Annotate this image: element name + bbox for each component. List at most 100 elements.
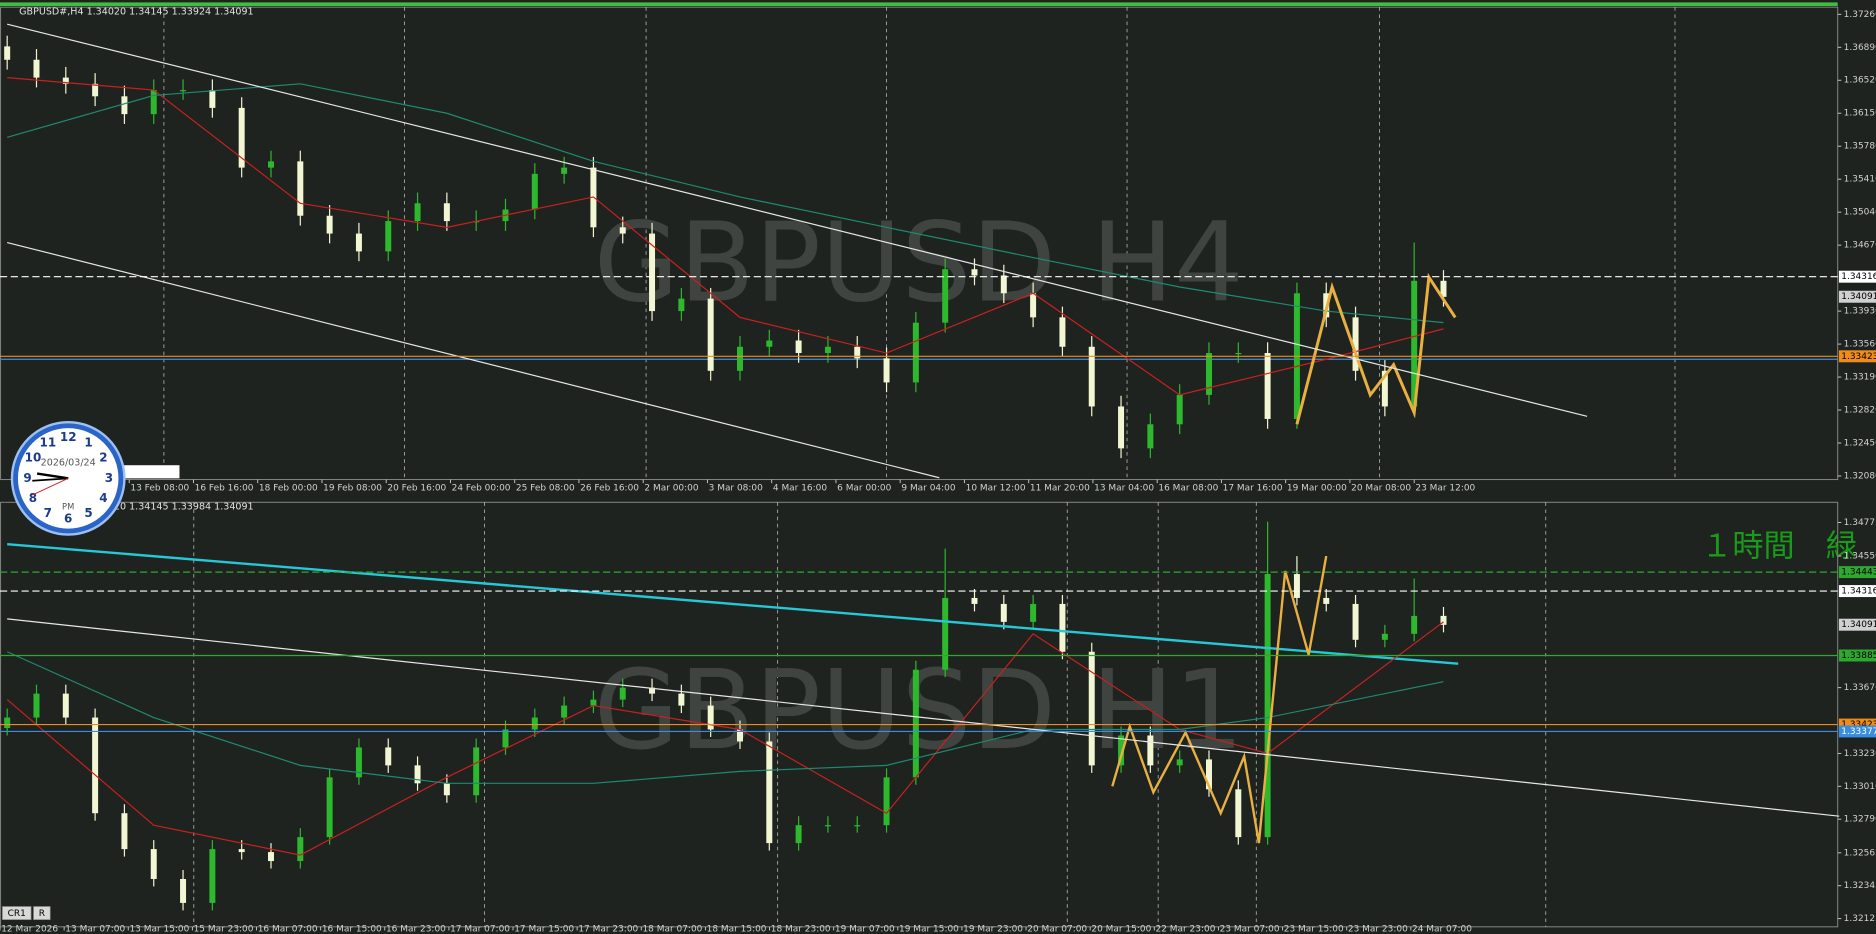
candle-body xyxy=(561,705,568,718)
chart-header: GBPUSD#,H4 1.34020 1.34145 1.33924 1.340… xyxy=(19,6,254,17)
y-tick-label: 1.33230 xyxy=(1844,749,1876,759)
x-tick-label: 13 Mar 07:00 xyxy=(65,925,125,934)
candle-body xyxy=(1206,352,1212,395)
candle-body xyxy=(414,765,421,784)
candle-body xyxy=(1323,597,1330,604)
candle-body xyxy=(1147,735,1154,766)
candle-body xyxy=(150,849,157,879)
candle-body xyxy=(942,269,949,323)
price-label-box xyxy=(1838,290,1876,303)
price-label: 1.33423 xyxy=(1841,720,1876,730)
candle-body xyxy=(766,340,773,347)
indicator-line xyxy=(1111,555,1328,844)
candle-body xyxy=(355,747,362,778)
y-tick-label: 1.33190 xyxy=(1844,373,1876,383)
candle-body xyxy=(238,849,245,853)
tab-button[interactable] xyxy=(33,906,51,921)
y-tick-label: 1.35780 xyxy=(1844,142,1876,152)
chart-pane: GBPUSD H4 GBPUSD#,H4 1.34020 1.34145 1.33… xyxy=(0,6,1876,493)
x-tick-label: 19 Feb 08:00 xyxy=(323,483,382,493)
x-tick-label: 10 Mar 12:00 xyxy=(966,483,1026,493)
price-label: 1.33885 xyxy=(1841,651,1876,661)
candle-body xyxy=(209,849,216,903)
price-label: 1.33377 xyxy=(1841,727,1876,737)
indicator-line xyxy=(7,77,1444,396)
candle-body xyxy=(854,346,861,359)
candle-body xyxy=(1235,352,1242,355)
candle-body xyxy=(121,813,128,850)
candle-body xyxy=(385,221,392,252)
candle-body xyxy=(766,741,773,844)
y-tick-label: 1.33670 xyxy=(1844,683,1876,693)
candle-body xyxy=(795,825,802,844)
pane-note: １時間 緑 xyxy=(1701,529,1857,565)
clock-numeral: 1 xyxy=(84,436,92,450)
x-tick-label: 16 Mar 08:00 xyxy=(1158,483,1218,493)
x-tick-label: 3 Mar 08:00 xyxy=(709,483,763,493)
y-tick-label: 1.32790 xyxy=(1844,815,1876,825)
x-tick-label: 24 Feb 00:00 xyxy=(452,483,511,493)
price-label: 1.34091 xyxy=(1841,620,1876,630)
x-tick-label: 20 Feb 16:00 xyxy=(387,483,446,493)
candle-body xyxy=(1352,317,1359,371)
x-tick-label: 18 Mar 15:00 xyxy=(707,925,767,934)
clock-numeral: 10 xyxy=(25,451,42,465)
tab-button[interactable] xyxy=(2,906,32,921)
active-bar xyxy=(0,2,1838,6)
candle-body xyxy=(297,837,304,862)
candle-body xyxy=(883,777,890,826)
tab-button-label[interactable]: CR1 xyxy=(8,909,26,919)
chart-header: GBPUSD#,H1 1.34020 1.34145 1.33984 1.340… xyxy=(19,502,254,513)
x-tick-label: 23 Mar 23:00 xyxy=(1348,925,1408,934)
price-label: 1.34316 xyxy=(1841,587,1876,597)
candle-body xyxy=(150,90,157,115)
candle-body xyxy=(942,597,949,670)
tab-button-label[interactable]: R xyxy=(39,909,45,919)
y-tick-label: 1.36890 xyxy=(1844,43,1876,53)
y-tick-label: 1.32565 xyxy=(1844,848,1876,858)
y-tick-label: 1.34550 xyxy=(1844,552,1876,562)
candle-body xyxy=(443,203,450,222)
x-tick-label: 18 Feb 00:00 xyxy=(259,483,318,493)
y-tick-label: 1.33560 xyxy=(1844,340,1876,350)
candle-body xyxy=(824,825,831,827)
candle-body xyxy=(1059,603,1066,652)
indicator-line xyxy=(6,621,1444,856)
candle-body xyxy=(326,777,333,838)
candle-body xyxy=(590,699,597,706)
pane-frame xyxy=(0,6,1839,481)
candle-body xyxy=(649,233,656,312)
y-tick-label: 1.32125 xyxy=(1844,914,1876,924)
candle-body xyxy=(531,173,538,210)
clock-numeral: 7 xyxy=(44,506,52,520)
candle-body xyxy=(1381,633,1388,640)
x-tick-label: 19 Mar 15:00 xyxy=(899,925,959,934)
x-tick-label: 24 Mar 07:00 xyxy=(1412,925,1472,934)
candle-body xyxy=(707,298,714,371)
y-tick-label: 1.34775 xyxy=(1844,518,1876,528)
x-tick-label: 19 Mar 07:00 xyxy=(835,925,895,934)
x-tick-label: 18 Mar 07:00 xyxy=(642,925,702,934)
candle-body xyxy=(92,83,99,97)
x-tick-label: 19 Mar 00:00 xyxy=(1287,483,1347,493)
candle-body xyxy=(649,687,656,694)
candle-body xyxy=(971,269,978,276)
candle-body xyxy=(678,693,685,706)
clock-numeral: 9 xyxy=(23,471,31,485)
candle-body xyxy=(1176,759,1183,766)
candle-body xyxy=(1440,615,1447,625)
y-tick-label: 1.37260 xyxy=(1844,10,1876,20)
candle-body xyxy=(4,717,11,729)
x-tick-label: 18 Mar 23:00 xyxy=(771,925,831,934)
indicator-line xyxy=(7,241,940,479)
candle-body xyxy=(619,687,626,700)
clock-period: PM xyxy=(62,502,74,512)
candle-body xyxy=(912,669,919,778)
x-tick-label: 15 Mar 23:00 xyxy=(194,925,254,934)
candle-body xyxy=(297,161,304,216)
x-tick-label: 17 Mar 16:00 xyxy=(1223,483,1283,493)
candle-body xyxy=(238,107,245,168)
candle-body xyxy=(737,729,743,742)
candle-body xyxy=(92,717,99,814)
